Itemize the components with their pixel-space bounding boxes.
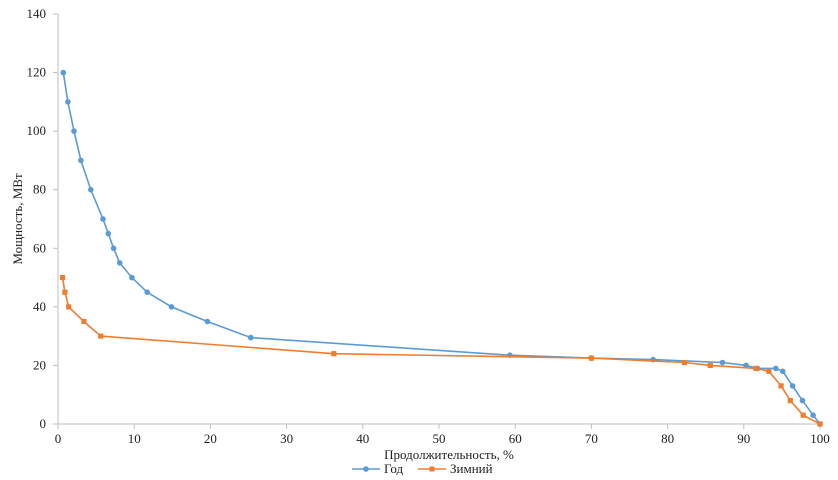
- data-point: [810, 412, 816, 419]
- data-point: [129, 274, 135, 281]
- data-point: [681, 359, 687, 366]
- y-tick-label: 140: [27, 6, 47, 21]
- x-tick-label: 40: [356, 431, 369, 446]
- series-year: [60, 69, 823, 427]
- x-tick-label: 70: [585, 431, 598, 446]
- data-point: [66, 304, 72, 310]
- data-point: [753, 365, 759, 371]
- x-tick-label: 20: [204, 431, 217, 446]
- data-point: [779, 368, 786, 375]
- data-point: [105, 230, 112, 237]
- data-point: [116, 260, 123, 266]
- data-point: [144, 289, 150, 296]
- data-point: [100, 216, 106, 222]
- data-point: [778, 383, 784, 389]
- x-tick-label: 30: [280, 431, 293, 446]
- series-line: [62, 72, 821, 425]
- data-point: [110, 245, 117, 252]
- y-tick-label: 120: [27, 65, 47, 80]
- x-tick-label: 0: [55, 431, 62, 446]
- data-point: [81, 318, 87, 325]
- data-point: [800, 412, 806, 418]
- data-point: [719, 359, 726, 366]
- series-winter: [60, 275, 823, 427]
- x-tick-label: 10: [128, 431, 141, 446]
- data-point: [331, 351, 337, 357]
- data-point: [799, 397, 806, 404]
- data-point: [60, 275, 66, 281]
- data-point: [707, 362, 713, 368]
- legend-label-winter: Зимний: [450, 461, 493, 476]
- x-tick-label: 50: [433, 431, 446, 446]
- data-point: [98, 333, 104, 339]
- x-tick-label: 80: [661, 431, 674, 446]
- data-point: [817, 421, 823, 427]
- data-point: [71, 128, 77, 134]
- data-point: [773, 365, 779, 372]
- y-tick-label: 80: [33, 182, 46, 197]
- x-tick-label: 100: [810, 431, 830, 446]
- data-point: [787, 398, 793, 404]
- y-tick-label: 20: [33, 357, 46, 372]
- data-point: [743, 362, 749, 369]
- y-tick-label: 60: [33, 240, 46, 255]
- data-point: [789, 383, 796, 389]
- data-point: [62, 289, 68, 295]
- data-point: [65, 99, 71, 105]
- legend-marker-winter: [429, 466, 435, 472]
- y-tick-label: 100: [27, 123, 47, 138]
- y-tick-label: 0: [40, 416, 47, 431]
- x-axis-title: Продолжительность, %: [384, 447, 514, 462]
- data-point: [204, 318, 211, 325]
- x-tick-label: 60: [509, 431, 522, 446]
- data-point: [168, 304, 175, 310]
- data-point: [766, 368, 772, 374]
- axes: 0 10 20 30 40 50 60 70 80 90 100 0 20 40 60 80 100 120 140: [27, 6, 830, 446]
- y-tick-label: 40: [33, 299, 46, 314]
- series-layer: [60, 69, 823, 427]
- y-axis-title: Мощность, МВт: [10, 173, 25, 265]
- data-point: [248, 334, 254, 341]
- legend-marker-year: [363, 466, 369, 472]
- legend-label-year: Год: [384, 461, 403, 476]
- data-point: [588, 355, 594, 361]
- legend: Год Зимний: [352, 461, 493, 476]
- data-point: [78, 157, 84, 164]
- data-point: [88, 186, 94, 193]
- data-point: [60, 69, 67, 76]
- x-tick-label: 90: [737, 431, 750, 446]
